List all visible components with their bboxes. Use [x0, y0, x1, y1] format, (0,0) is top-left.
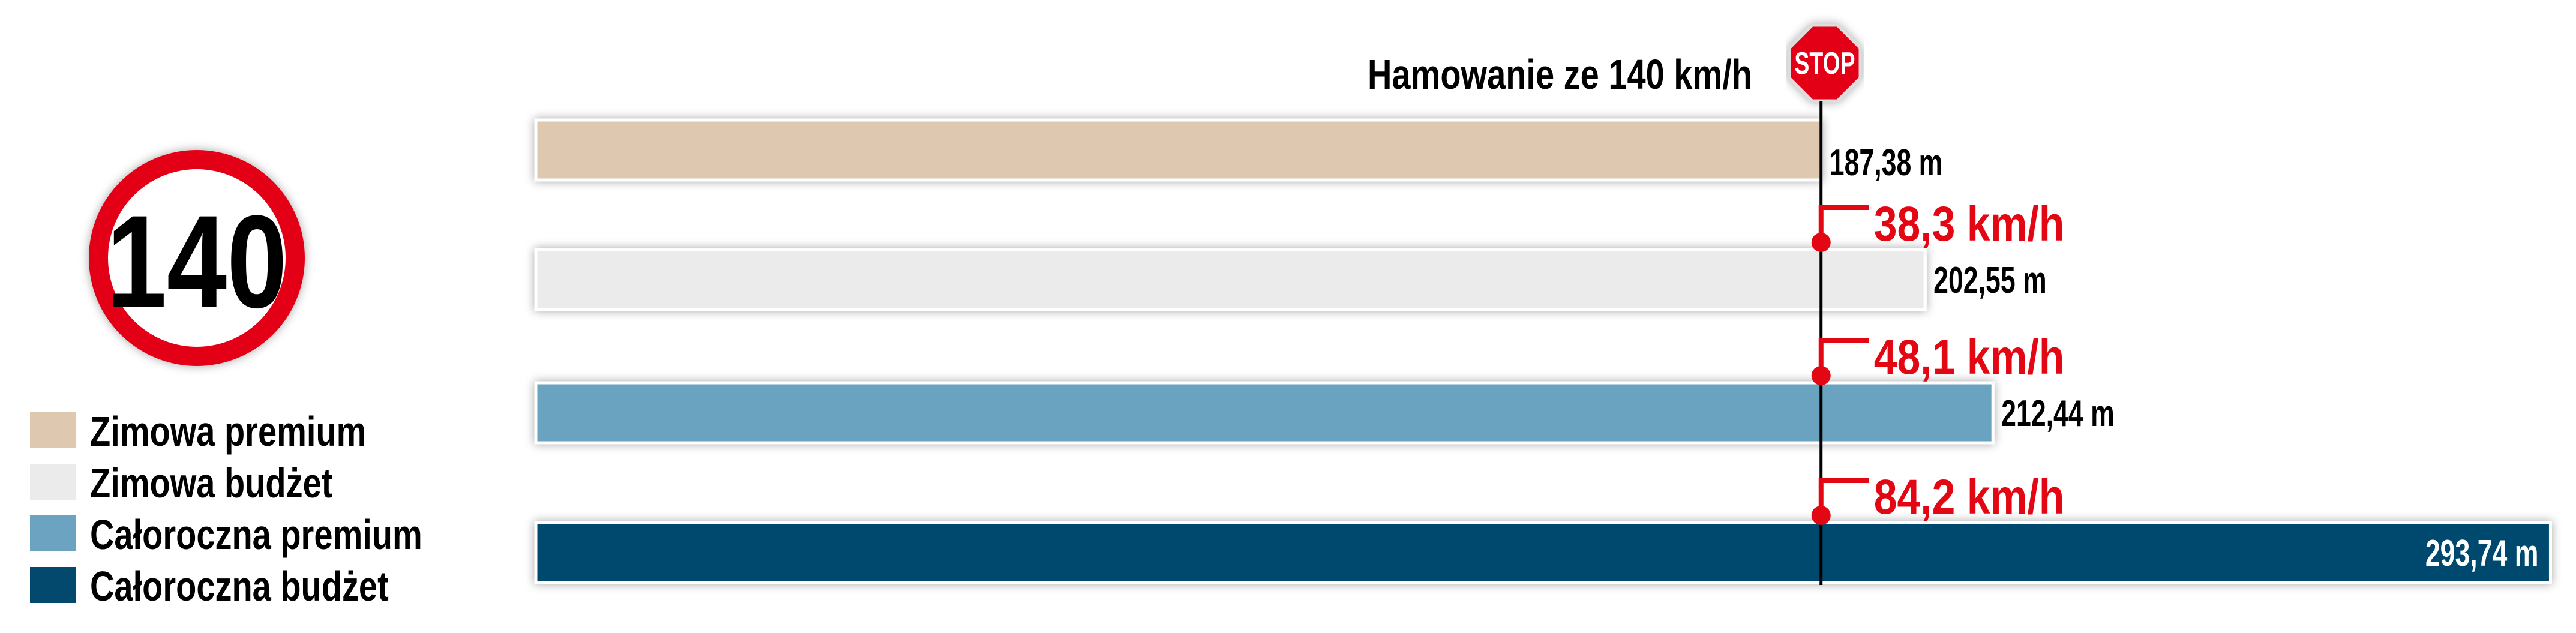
chart-title: Hamowanie ze 140 km/h [1368, 52, 1752, 98]
bar-4 [534, 521, 2552, 584]
stop-sign-icon: STOP [1788, 23, 1862, 103]
speed-difference-label: 38,3 km/h [1874, 197, 2065, 252]
legend-label: Całoroczna budżet [90, 563, 389, 610]
bar-value-label: 187,38 m [1830, 142, 1943, 184]
bar-2 [534, 248, 1927, 311]
speed-difference-label: 48,1 km/h [1874, 330, 2065, 385]
speed-marker-dot [1811, 366, 1831, 385]
speed-sign-value: 140 [107, 188, 287, 335]
stop-sign-label: STOP [1794, 46, 1855, 81]
legend-label: Zimowa budżet [90, 460, 332, 506]
bar-3 [534, 381, 1995, 445]
speed-marker-dot [1811, 233, 1831, 252]
legend-label: Całoroczna premium [90, 512, 422, 558]
legend-swatch [30, 515, 76, 551]
speed-difference-label: 84,2 km/h [1874, 470, 2065, 525]
speed-bracket [1818, 338, 1869, 376]
legend-swatch [30, 567, 76, 603]
legend-label: Zimowa premium [90, 409, 366, 455]
bar-value-label: 202,55 m [1933, 260, 2047, 301]
bar-1 [534, 118, 1823, 182]
bar-value-label: 293,74 m [2425, 533, 2539, 574]
speed-bracket [1818, 205, 1869, 242]
speed-marker-dot [1811, 506, 1831, 525]
speed-limit-sign-icon: 140 [89, 150, 305, 366]
bar-value-label: 212,44 m [2001, 393, 2115, 434]
legend-swatch [30, 464, 76, 500]
legend-swatch [30, 412, 76, 448]
speed-bracket [1818, 478, 1869, 515]
